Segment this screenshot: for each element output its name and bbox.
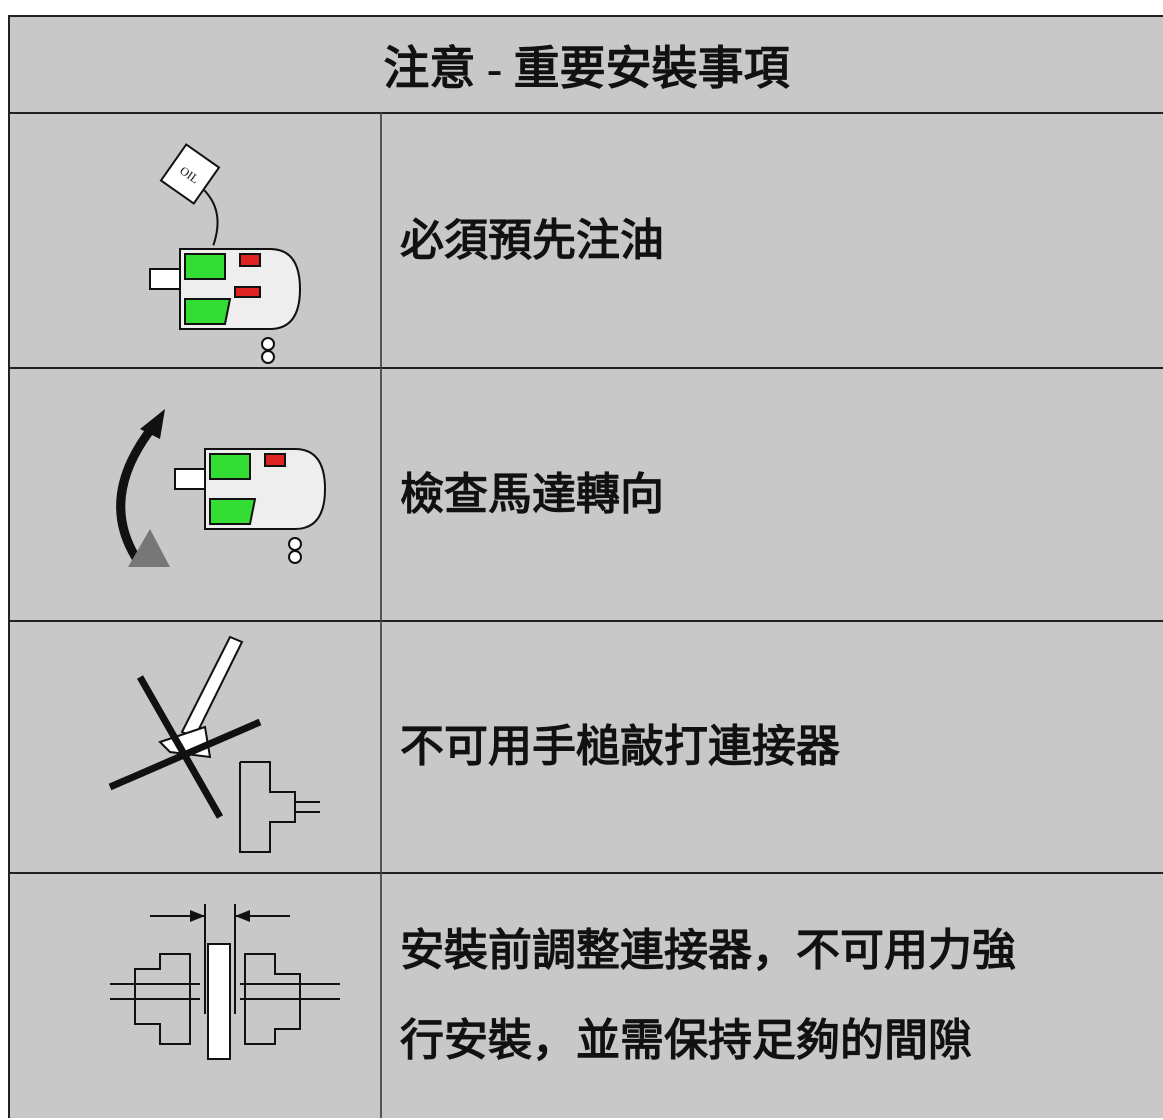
text-line: 必須預先注油 xyxy=(400,215,664,265)
row-text: 不可用手槌敲打連接器 xyxy=(382,620,1163,872)
icon-cell xyxy=(8,620,382,872)
coupling-gap-icon xyxy=(110,904,340,1060)
icon-cell: OIL xyxy=(8,112,382,367)
hammer-icon xyxy=(108,635,320,853)
row-text: 必須預先注油 xyxy=(382,112,1163,367)
oil-pump-icon: OIL xyxy=(149,143,302,364)
icon-cell xyxy=(8,872,382,1118)
text-line: 檢查馬達轉向 xyxy=(400,469,664,519)
header-title: 注意 - 重要安裝事項 xyxy=(8,15,1163,113)
row-text: 安裝前調整連接器，不可用力強 行安裝，並需保持足夠的間隙 xyxy=(382,872,1163,1118)
text-line: 安裝前調整連接器，不可用力強 xyxy=(400,926,1016,975)
text-line: 行安裝，並需保持足夠的間隙 xyxy=(400,1016,972,1065)
text-line: 不可用手槌敲打連接器 xyxy=(400,722,840,771)
rotation-icon xyxy=(116,409,327,567)
row-text: 檢查馬達轉向 xyxy=(382,367,1163,620)
icon-cell xyxy=(8,367,382,620)
